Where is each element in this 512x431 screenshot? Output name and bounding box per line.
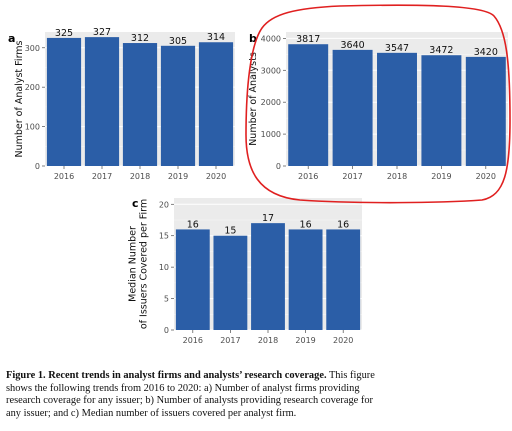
bar-2019 <box>288 229 323 330</box>
x-tick-label-2016: 2016 <box>183 336 203 345</box>
value-label-2016: 16 <box>187 219 199 230</box>
panel-letter: a <box>8 32 15 45</box>
x-tick-label-2018: 2018 <box>130 172 150 181</box>
bar-2016 <box>46 37 82 166</box>
x-tick-label-2018: 2018 <box>387 172 407 181</box>
bar-2020 <box>198 42 234 167</box>
caption-line-1: This figure <box>326 370 375 381</box>
chart-a-svg: 0 100 200 300 325 2016 327 2017 312 2018 305 2019 31… <box>8 27 235 181</box>
caption-line-3: research coverage for any issuer; b) Num… <box>6 395 373 407</box>
y-tick-label: 3000 <box>261 66 281 75</box>
bar-2017 <box>332 49 373 166</box>
bar-2017 <box>213 235 248 330</box>
bar-2018 <box>122 43 158 166</box>
panel-letter: b <box>249 32 257 45</box>
y-tick-label: 10 <box>159 263 169 272</box>
y-tick-label: 2000 <box>261 98 281 107</box>
x-tick-label-2017: 2017 <box>220 336 240 345</box>
y-tick-label: 0 <box>164 326 169 335</box>
value-label-2019: 16 <box>300 219 312 230</box>
x-tick-label-2017: 2017 <box>342 172 362 181</box>
x-tick-label-2019: 2019 <box>168 172 188 181</box>
bar-2016 <box>175 229 210 330</box>
bar-2017 <box>84 37 120 166</box>
value-label-2018: 17 <box>262 213 274 224</box>
y-tick-label: 200 <box>25 83 40 92</box>
value-label-2017: 15 <box>224 226 236 237</box>
x-tick-label-2018: 2018 <box>258 336 278 345</box>
caption-line-4: any issuer; and c) Median number of issu… <box>6 407 297 419</box>
value-label-2019: 305 <box>169 36 187 47</box>
bar-2016 <box>288 44 329 166</box>
x-tick-label-2016: 2016 <box>298 172 318 181</box>
y-tick-label: 0 <box>35 162 40 171</box>
value-label-2017: 3640 <box>341 40 365 51</box>
value-label-2020: 16 <box>337 219 349 230</box>
chart-panel-a: 0 100 200 300 325 2016 327 2017 312 2018 305 2019 31… <box>0 0 240 200</box>
y-tick-label: 100 <box>25 123 40 132</box>
caption-bold-title: Figure 1. Recent trends in analyst firms… <box>6 370 327 381</box>
value-label-2018: 312 <box>131 33 149 44</box>
bar-2020 <box>326 229 361 330</box>
bar-2019 <box>160 45 196 167</box>
value-label-2016: 325 <box>55 28 73 39</box>
value-label-2016: 3817 <box>296 34 320 45</box>
x-tick-label-2019: 2019 <box>431 172 451 181</box>
caption-line-2: shows the following trends from 2016 to … <box>6 382 360 394</box>
value-label-2019: 3472 <box>429 45 453 56</box>
y-tick-label: 20 <box>159 200 169 209</box>
y-tick-label: 5 <box>164 295 169 304</box>
y-axis-title: Number of Analyst Firms <box>14 40 25 157</box>
bar-2020 <box>465 56 506 167</box>
value-label-2018: 3547 <box>385 43 409 54</box>
y-tick-label: 1000 <box>261 130 281 139</box>
figure-caption: Figure 1. Recent trends in analyst firms… <box>6 370 502 420</box>
y-tick-label: 0 <box>276 162 281 171</box>
y-axis-title: Median Number <box>128 226 139 302</box>
y-tick-label: 15 <box>159 232 169 241</box>
bar-2018 <box>251 223 285 330</box>
chart-b-svg: 0 1000 2000 3000 4000 3817 2016 3640 2017 3547 201… <box>248 32 508 181</box>
x-tick-label-2019: 2019 <box>295 336 315 345</box>
value-label-2020: 314 <box>207 32 225 43</box>
panel-letter: c <box>132 197 139 210</box>
chart-panel-c: 0 5 10 15 20 16 2016 15 2017 17 2018 16 2019 16 2020 c M… <box>120 190 380 360</box>
y-tick-label: 4000 <box>261 34 281 43</box>
bar-2019 <box>421 55 462 166</box>
x-tick-label-2020: 2020 <box>206 172 226 181</box>
x-tick-label-2017: 2017 <box>92 172 112 181</box>
x-tick-label-2020: 2020 <box>333 336 353 345</box>
value-label-2017: 327 <box>93 27 111 38</box>
chart-c-svg: 05101520162016152017172018162019162020cM… <box>128 197 362 345</box>
y-axis-title: of Issuers Covered per Firm <box>139 199 150 329</box>
x-tick-label-2016: 2016 <box>54 172 74 181</box>
y-axis-title: Number of Analysts <box>248 52 259 146</box>
y-tick-label: 300 <box>25 44 40 53</box>
chart-panel-b: 0 1000 2000 3000 4000 3817 2016 3640 2017 3547 201… <box>240 0 512 200</box>
bar-2018 <box>377 52 417 166</box>
x-tick-label-2020: 2020 <box>476 172 496 181</box>
value-label-2020: 3420 <box>474 47 498 58</box>
